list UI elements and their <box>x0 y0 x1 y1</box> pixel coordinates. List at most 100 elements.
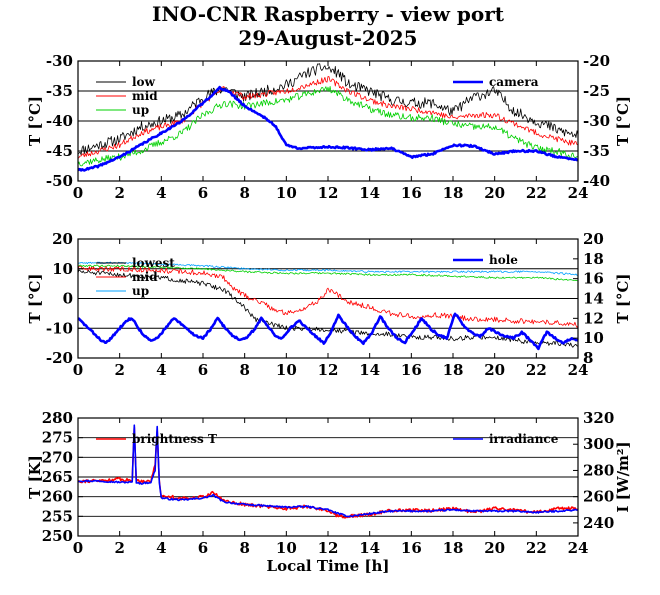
legend-label: up <box>132 103 149 117</box>
series-line-low <box>78 63 578 156</box>
y-tick-label: -50 <box>46 172 73 190</box>
legend-label: brightness T <box>132 432 217 446</box>
y2-tick-label: 320 <box>583 409 614 427</box>
panel-bottom: 0 2 4 6 8 10 12 14 16 18 20 22 242802752702652602552… <box>26 409 632 575</box>
x-tick-label: 0 <box>73 539 83 557</box>
y-axis-label: T [°C] <box>26 273 44 323</box>
x-tick-label: 16 <box>401 361 422 379</box>
y2-tick-label: 16 <box>583 270 604 288</box>
y-tick-label: 260 <box>42 488 73 506</box>
legend-label: up <box>132 284 149 298</box>
x-tick-label: 22 <box>526 361 547 379</box>
x-tick-label: 0 <box>73 184 83 202</box>
x-tick-label: 4 <box>156 539 166 557</box>
legend-label: mid <box>132 89 158 103</box>
x-tick-label: 6 <box>198 539 208 557</box>
x-tick-label: 10 <box>276 539 297 557</box>
x-axis-label: Local Time [h] <box>267 557 390 575</box>
x-tick-label: 22 <box>526 539 547 557</box>
y-tick-label: -40 <box>46 112 73 130</box>
y2-tick-label: 18 <box>583 250 604 268</box>
x-tick-label: 8 <box>239 361 249 379</box>
series-line-camera <box>78 85 578 172</box>
y2-tick-label: 260 <box>583 488 614 506</box>
legend-label: mid <box>132 270 158 284</box>
x-tick-label: 8 <box>239 184 249 202</box>
x-tick-label: 2 <box>114 361 124 379</box>
y-tick-label: -45 <box>46 142 73 160</box>
x-tick-label: 14 <box>359 361 380 379</box>
y2-tick-label: -40 <box>583 172 610 190</box>
x-tick-label: 6 <box>198 361 208 379</box>
y-tick-label: -35 <box>46 82 73 100</box>
y-tick-label: 255 <box>42 507 73 525</box>
series-line-extra-3 <box>78 264 578 282</box>
y2-axis-label: T [°C] <box>614 273 632 323</box>
x-tick-label: 2 <box>114 539 124 557</box>
x-tick-label: 0 <box>73 361 83 379</box>
x-tick-label: 10 <box>276 184 297 202</box>
legend-label: irradiance <box>489 432 559 446</box>
legend-label: lowest <box>132 256 175 270</box>
x-tick-label: 18 <box>443 361 464 379</box>
x-tick-label: 20 <box>484 184 505 202</box>
panel-middle: 0 2 4 6 8 10 12 14 16 18 20 22 2420100-10-2020181614… <box>26 230 632 379</box>
x-tick-label: 20 <box>484 539 505 557</box>
y-tick-label: 275 <box>42 429 73 447</box>
x-tick-label: 8 <box>239 539 249 557</box>
y2-tick-label: -30 <box>583 112 610 130</box>
chart-title: INO-CNR Raspberry - view port <box>152 2 505 26</box>
series-line-up <box>78 261 578 276</box>
series-line-irradiance <box>78 424 578 518</box>
y2-tick-label: 20 <box>583 230 604 248</box>
y-axis-label: T [°C] <box>26 96 44 146</box>
y2-tick-label: 12 <box>583 309 604 327</box>
x-tick-label: 16 <box>401 184 422 202</box>
y-tick-label: 0 <box>63 290 73 308</box>
x-tick-label: 12 <box>318 539 339 557</box>
y-tick-label: -10 <box>46 319 73 337</box>
x-tick-label: 12 <box>318 184 339 202</box>
y2-tick-label: -20 <box>583 52 610 70</box>
y2-tick-label: -25 <box>583 82 610 100</box>
y-tick-label: 280 <box>42 409 73 427</box>
x-tick-label: 20 <box>484 361 505 379</box>
x-tick-label: 2 <box>114 184 124 202</box>
legend-label: hole <box>489 253 518 267</box>
y-tick-label: 270 <box>42 448 73 466</box>
x-tick-label: 12 <box>318 361 339 379</box>
y-tick-label: 250 <box>42 527 73 545</box>
y2-tick-label: 8 <box>583 349 593 367</box>
y-tick-label: 10 <box>52 260 73 278</box>
x-tick-label: 14 <box>359 539 380 557</box>
x-tick-label: 18 <box>443 539 464 557</box>
legend-label: camera <box>489 75 539 89</box>
y2-tick-label: 300 <box>583 435 614 453</box>
y-tick-label: 265 <box>42 468 73 486</box>
y-tick-label: 20 <box>52 230 73 248</box>
y2-axis-label: T [°C] <box>614 96 632 146</box>
x-tick-label: 14 <box>359 184 380 202</box>
y-tick-label: -30 <box>46 52 73 70</box>
x-tick-label: 24 <box>568 184 589 202</box>
y2-tick-label: 240 <box>583 514 614 532</box>
panel-top: 0 2 4 6 8 10 12 14 16 18 20 22 24-30-35-40-45-50-20-… <box>26 52 632 202</box>
x-tick-label: 22 <box>526 184 547 202</box>
x-tick-label: 24 <box>568 361 589 379</box>
x-tick-label: 24 <box>568 539 589 557</box>
y2-tick-label: 10 <box>583 329 604 347</box>
x-tick-label: 6 <box>198 184 208 202</box>
series-line-lowest <box>78 269 578 348</box>
x-tick-label: 10 <box>276 361 297 379</box>
y2-tick-label: -35 <box>583 142 610 160</box>
series-line-mid <box>78 76 578 159</box>
x-tick-label: 4 <box>156 184 166 202</box>
y2-axis-label: I [W/m²] <box>614 441 632 512</box>
y-tick-label: -20 <box>46 349 73 367</box>
series-line-hole <box>78 312 578 351</box>
x-tick-label: 16 <box>401 539 422 557</box>
x-tick-label: 18 <box>443 184 464 202</box>
y2-tick-label: 14 <box>583 290 604 308</box>
chart-subtitle: 29-August-2025 <box>238 26 417 50</box>
